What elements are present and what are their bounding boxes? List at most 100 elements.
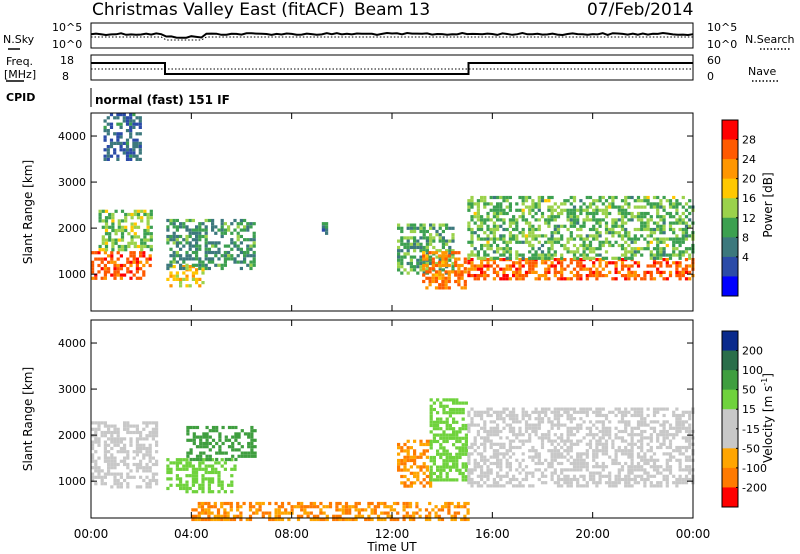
power-data-cell — [169, 274, 173, 278]
vel-data-cell — [166, 458, 170, 462]
vel-data-cell — [148, 456, 152, 460]
vel-data-cell — [448, 468, 452, 472]
power-data-cell — [588, 240, 593, 244]
vel-data-cell — [649, 445, 653, 450]
power-data-cell — [451, 239, 455, 243]
power-data-cell — [502, 211, 506, 216]
vel-data-cell — [592, 458, 596, 462]
power-data-cell — [175, 277, 179, 281]
power-data-cell — [470, 258, 474, 262]
power-data-cell — [400, 229, 404, 234]
power-data-cell — [125, 154, 130, 158]
vel-data-cell — [135, 466, 139, 470]
vel-data-cell — [464, 478, 468, 482]
vel-data-cell — [335, 501, 339, 506]
power-data-cell — [576, 247, 580, 251]
vel-data-cell — [521, 452, 525, 456]
power-data-cell — [544, 253, 548, 257]
vel-data-cell — [636, 481, 641, 485]
power-data-cell — [659, 215, 663, 219]
vel-data-cell — [403, 442, 407, 447]
power-data-cell — [588, 247, 593, 251]
vel-data-cell — [656, 471, 660, 475]
vel-data-cell — [636, 426, 641, 430]
power-data-cell — [113, 270, 117, 274]
vel-data-cell — [110, 485, 114, 489]
power-data-cell — [534, 205, 538, 209]
vel-data-cell — [659, 484, 663, 488]
vel-data-cell — [524, 420, 529, 424]
power-data-cell — [243, 254, 247, 258]
power-data-cell — [547, 208, 551, 212]
power-data-cell — [576, 218, 580, 222]
power-data-cell — [659, 253, 663, 257]
vel-data-cell — [205, 435, 209, 439]
power-data-cell — [518, 277, 522, 281]
power-data-cell — [681, 227, 685, 232]
vel-data-cell — [135, 424, 139, 428]
vel-data-cell — [646, 461, 650, 466]
power-data-cell — [572, 195, 577, 200]
power-data-cell — [429, 255, 433, 259]
vel-data-cell — [432, 478, 436, 482]
power-data-cell — [422, 251, 426, 255]
vel-data-cell — [499, 452, 503, 456]
vel-data-cell — [436, 420, 440, 424]
vel-data-cell — [601, 449, 605, 453]
vel-data-cell — [142, 421, 146, 425]
power-data-cell — [425, 276, 429, 280]
vel-data-cell — [534, 468, 538, 472]
power-data-cell — [239, 228, 243, 232]
power-data-cell — [528, 227, 532, 232]
power-data-cell — [422, 236, 426, 240]
power-data-cell — [643, 211, 647, 216]
vel-data-cell — [466, 517, 470, 522]
power-data-cell — [138, 141, 142, 145]
vel-data-cell — [97, 466, 101, 470]
vel-data-cell — [211, 438, 216, 442]
power-data-cell — [569, 211, 573, 216]
power-data-cell — [129, 148, 133, 152]
power-data-cell — [649, 274, 653, 278]
power-data-cell — [214, 250, 218, 255]
power-data-cell — [175, 238, 179, 242]
vel-data-cell — [284, 508, 288, 512]
power-data-cell — [502, 267, 506, 271]
power-data-cell — [425, 239, 429, 243]
vel-data-cell — [496, 481, 500, 485]
vel-data-cell — [572, 465, 577, 469]
vel-data-cell — [560, 413, 564, 418]
colorbar-segment — [722, 120, 738, 141]
power-data-cell — [419, 261, 423, 266]
power-data-cell — [406, 261, 410, 266]
power-data-cell — [585, 253, 589, 257]
vel-data-cell — [467, 445, 471, 450]
vel-data-cell — [537, 420, 541, 424]
vel-data-cell — [447, 505, 451, 509]
vel-data-cell — [652, 426, 657, 430]
vel-data-cell — [376, 514, 381, 518]
freq-series — [91, 62, 693, 75]
vel-data-cell — [512, 407, 516, 411]
power-data-cell — [91, 263, 95, 268]
power-data-cell — [480, 221, 484, 225]
vel-data-cell — [402, 517, 406, 522]
vel-data-cell — [585, 410, 589, 414]
vel-data-cell — [300, 508, 304, 512]
vel-data-cell — [185, 464, 189, 468]
vel-data-cell — [116, 440, 120, 444]
power-data-cell — [636, 264, 641, 268]
power-data-cell — [499, 195, 503, 200]
power-data-cell — [566, 208, 570, 212]
power-data-cell — [100, 276, 104, 280]
xtick-label: 08:00 — [274, 527, 309, 541]
power-data-cell — [397, 261, 401, 266]
power-data-cell — [592, 234, 596, 238]
power-data-cell — [109, 141, 114, 145]
power-data-cell — [236, 247, 240, 251]
vel-data-cell — [415, 511, 419, 515]
vel-data-cell — [277, 508, 281, 512]
power-data-cell — [684, 250, 689, 254]
power-data-cell — [576, 274, 580, 278]
power-data-cell — [604, 274, 609, 278]
